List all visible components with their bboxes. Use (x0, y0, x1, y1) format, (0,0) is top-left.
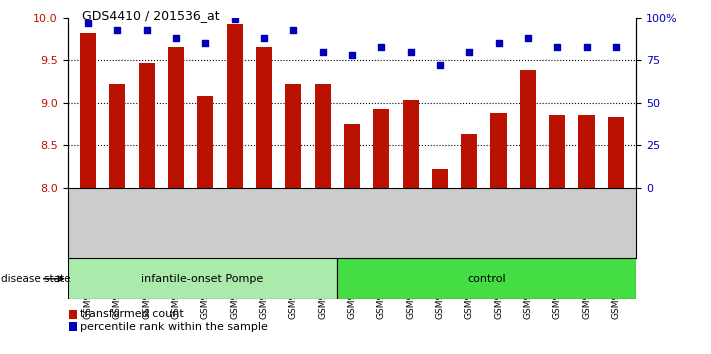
Text: disease state: disease state (1, 274, 71, 284)
Bar (432, 169, 448, 188)
Point (258, 35, 269, 41)
Bar (68, 258, 337, 299)
Bar (461, 134, 477, 188)
Bar (344, 124, 360, 188)
Point (581, 44, 592, 50)
Point (346, 52, 358, 58)
Point (464, 49, 475, 55)
Bar (314, 84, 331, 188)
Point (493, 40, 504, 46)
Bar (285, 84, 301, 188)
Bar (608, 117, 624, 188)
Text: transformed count: transformed count (80, 309, 184, 319)
Point (317, 49, 328, 55)
Text: infantile-onset Pompe: infantile-onset Pompe (141, 274, 263, 284)
Text: control: control (467, 274, 506, 284)
Bar (197, 96, 213, 188)
Text: GDS4410 / 201536_at: GDS4410 / 201536_at (82, 9, 220, 22)
Point (229, 17, 240, 22)
Text: percentile rank within the sample: percentile rank within the sample (80, 322, 268, 332)
Point (405, 49, 416, 55)
Bar (579, 115, 594, 188)
Bar (139, 63, 155, 188)
Bar (168, 47, 184, 188)
Bar (373, 109, 390, 188)
Bar (402, 100, 419, 188)
Point (552, 44, 563, 50)
Bar (227, 24, 242, 188)
Bar (256, 47, 272, 188)
Point (610, 44, 621, 50)
Point (82, 20, 94, 25)
Bar (109, 84, 125, 188)
Bar (491, 113, 507, 188)
Point (112, 27, 123, 33)
Point (171, 35, 182, 41)
Bar (549, 115, 565, 188)
Point (288, 27, 299, 33)
Point (200, 40, 211, 46)
Point (141, 27, 152, 33)
Bar (337, 258, 636, 299)
Point (522, 35, 533, 41)
Point (375, 44, 387, 50)
Bar (520, 70, 536, 188)
Bar (80, 33, 96, 188)
Point (434, 62, 446, 68)
